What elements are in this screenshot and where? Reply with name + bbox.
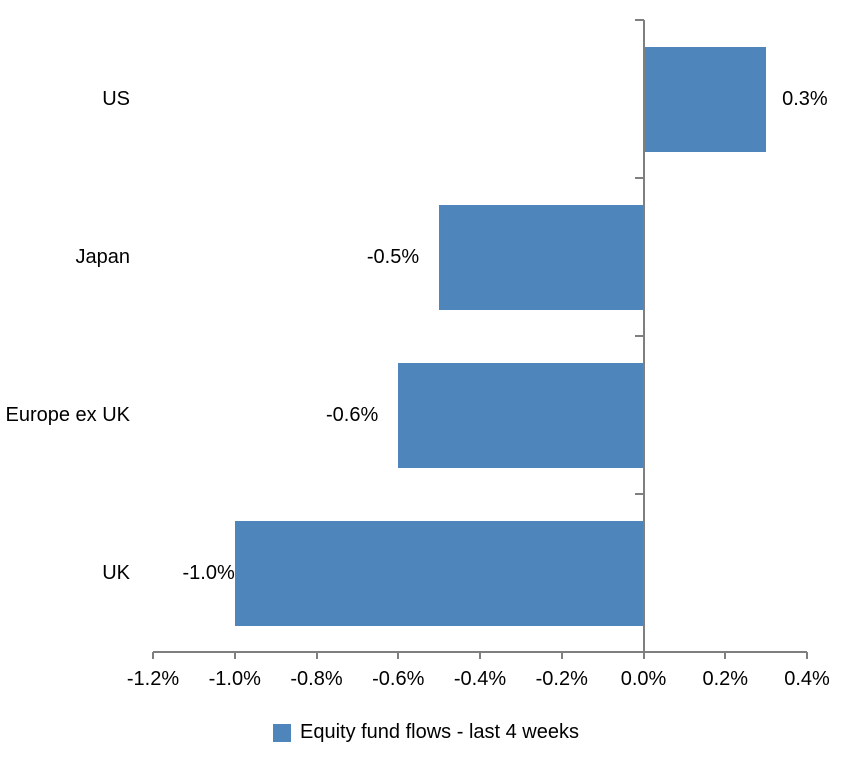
x-axis-tick <box>152 652 154 659</box>
x-axis-tick <box>233 652 236 659</box>
data-label-uk: -1.0% <box>182 561 235 584</box>
legend-series-marker-icon <box>272 723 291 742</box>
category-label-japan: Japan <box>75 245 131 268</box>
x-tick-label: -0.8% <box>290 668 343 690</box>
x-tick-label: 0.0% <box>620 668 667 690</box>
category-axis-tick <box>634 19 644 21</box>
data-label-europe-ex-uk: -0.6% <box>326 403 379 426</box>
x-axis-tick <box>479 652 481 659</box>
legend: Equity fund flows - last 4 weeks <box>0 721 852 744</box>
category-label-uk: UK <box>102 561 130 584</box>
x-tick-label: 0.2% <box>702 668 749 690</box>
x-axis-tick <box>642 652 645 659</box>
bar-us <box>643 46 767 152</box>
x-axis-tick <box>397 652 400 659</box>
legend-label: Equity fund flows - last 4 weeks <box>299 721 579 743</box>
bar-europe-ex-uk <box>398 362 644 468</box>
category-label-us: US <box>102 87 130 110</box>
x-tick-label: -0.6% <box>372 668 425 690</box>
x-tick-label: -1.0% <box>208 668 261 690</box>
bar-japan <box>439 204 644 310</box>
x-tick-label: 0.4% <box>784 668 830 690</box>
x-tick-label: -1.2% <box>126 668 180 690</box>
x-tick-label: -0.4% <box>453 668 507 690</box>
category-axis-tick <box>634 335 644 337</box>
x-axis-tick <box>315 652 318 659</box>
x-axis-tick <box>560 652 563 659</box>
data-label-japan: -0.5% <box>366 245 420 268</box>
zero-axis-line <box>642 20 645 652</box>
data-label-us: 0.3% <box>782 87 828 110</box>
bar-uk <box>234 520 644 626</box>
x-tick-label: -0.2% <box>535 668 588 690</box>
x-axis-tick <box>724 652 727 659</box>
category-axis-tick <box>634 177 644 179</box>
category-axis-tick <box>634 493 644 495</box>
category-label-europe-ex-uk: Europe ex UK <box>5 403 130 426</box>
x-axis-tick <box>806 652 808 659</box>
